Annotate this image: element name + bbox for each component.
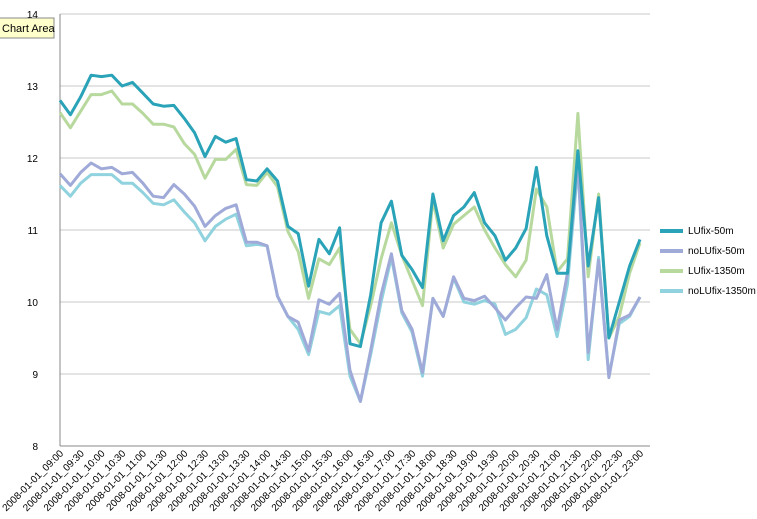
y-tick-label: 9: [32, 370, 38, 381]
y-tick-label: 11: [28, 226, 39, 237]
legend-label: LUfix-1350m: [688, 266, 745, 277]
legend-label: LUfix-50m: [688, 226, 734, 237]
legend-label: noLUfix-50m: [688, 246, 745, 257]
series-line: [58, 73, 642, 349]
tooltip-text: Chart Area: [2, 23, 55, 35]
y-tick-label: 12: [27, 154, 39, 165]
y-tick-label: 8: [32, 442, 38, 453]
y-tick-label: 10: [27, 298, 39, 309]
legend-label: noLUfix-1350m: [688, 286, 756, 297]
tooltip: Chart Area: [0, 17, 55, 39]
series-line: [58, 165, 642, 403]
series-line: [58, 160, 642, 403]
y-tick-label: 14: [27, 10, 39, 21]
tooltip-box: [0, 17, 55, 39]
y-tick-label: 13: [27, 82, 39, 93]
